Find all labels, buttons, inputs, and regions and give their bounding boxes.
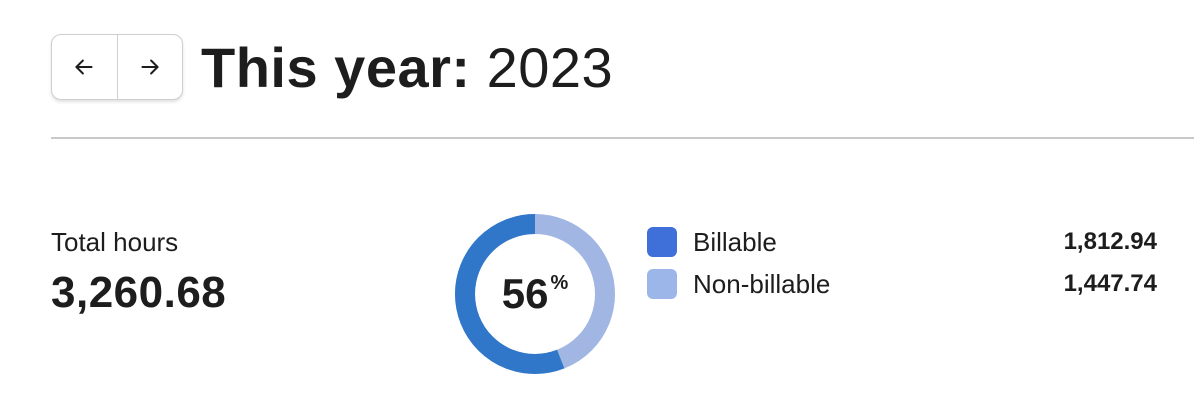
legend-swatch-non-billable [647, 269, 677, 299]
donut-center-label: 56 % [455, 214, 615, 374]
total-hours-label: Total hours [51, 227, 179, 257]
period-nav [51, 34, 183, 100]
title-prefix: This year: [201, 36, 471, 99]
next-period-button[interactable] [116, 35, 183, 99]
legend-label-non-billable: Non-billable [693, 268, 831, 299]
legend-swatch-billable [647, 227, 677, 257]
legend-value-billable: 1,812.94 [1063, 228, 1157, 255]
arrow-right-icon [141, 59, 159, 75]
donut-segment-billable [455, 214, 615, 374]
legend-item-billable: Billable 1,812.94 [647, 226, 1157, 258]
legend-item-non-billable: Non-billable 1,447.74 [647, 268, 1157, 300]
title-year: 2023 [486, 36, 614, 99]
page-title: This year: 2023 [201, 30, 613, 106]
total-hours-value: 3,260.68 [51, 268, 227, 317]
header-divider [51, 137, 1194, 139]
legend-label-billable: Billable [693, 226, 777, 257]
legend-value-non-billable: 1,447.74 [1063, 270, 1157, 297]
arrow-left-icon [75, 59, 93, 75]
donut-percent-sign: % [550, 272, 569, 294]
billable-donut-chart [455, 214, 615, 374]
previous-period-button[interactable] [52, 35, 117, 99]
donut-percent-value: 56 [501, 270, 549, 317]
